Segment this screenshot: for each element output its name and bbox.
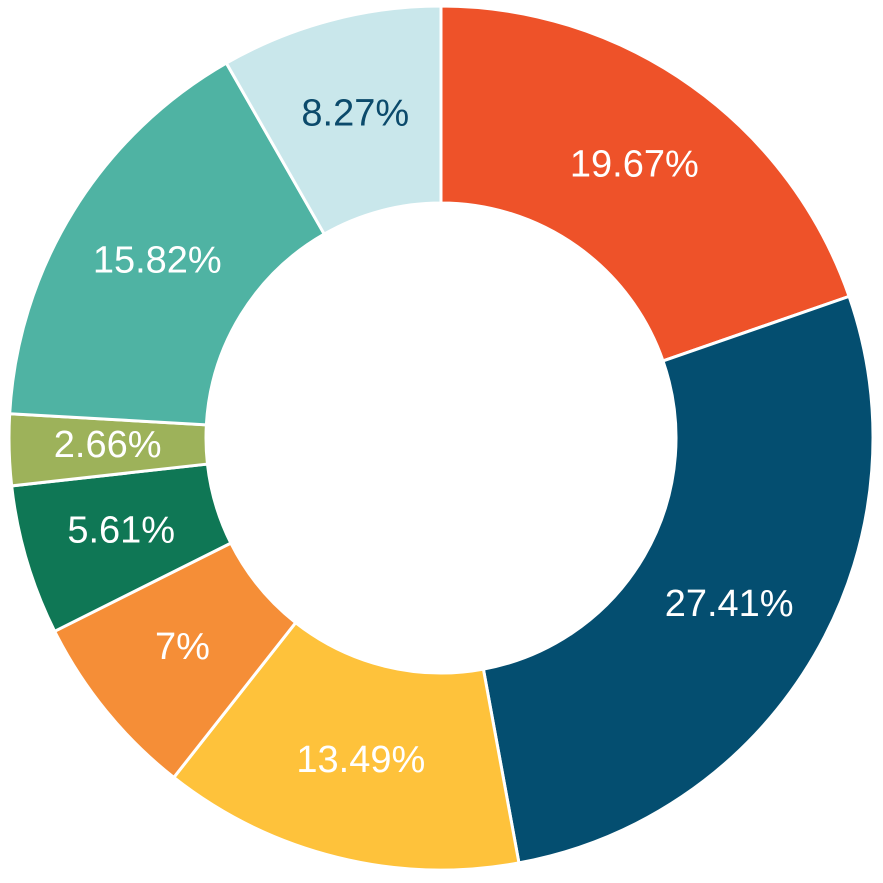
data-label: 15.82%	[93, 240, 222, 282]
donut-slice	[439, 4, 852, 363]
donut-slice	[8, 61, 327, 427]
data-label: 2.66%	[54, 424, 162, 466]
data-label: 19.67%	[570, 143, 699, 185]
data-label: 8.27%	[301, 93, 409, 135]
donut-slice	[481, 294, 875, 865]
donut-slice	[171, 620, 521, 872]
data-label: 13.49%	[296, 739, 425, 781]
data-label: 27.41%	[665, 583, 794, 625]
data-label: 7%	[155, 626, 210, 668]
donut-slice	[224, 4, 443, 237]
data-label: 5.61%	[67, 510, 175, 552]
